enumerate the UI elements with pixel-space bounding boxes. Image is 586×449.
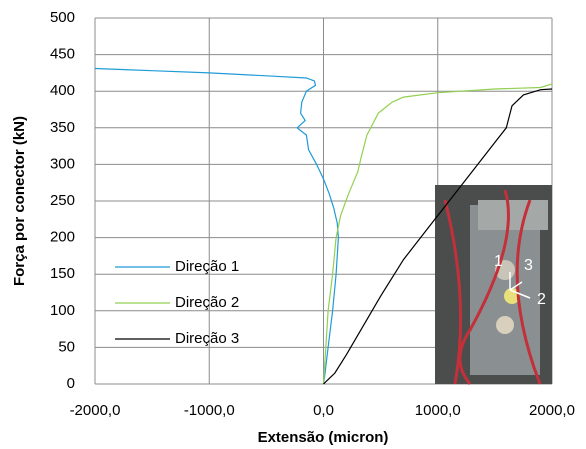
inset-photo xyxy=(435,185,552,385)
inset-label: 2 xyxy=(537,291,546,308)
legend-label: Direção 2 xyxy=(175,294,239,311)
y-axis-title: Força por conector (kN) xyxy=(11,116,28,286)
y-tick-label: 500 xyxy=(50,9,75,26)
x-tick-label: 1000,0 xyxy=(415,402,461,419)
y-tick-label: 0 xyxy=(67,375,75,392)
y-tick-label: 300 xyxy=(50,155,75,172)
x-tick-label: -2000,0 xyxy=(70,402,121,419)
y-tick-label: 100 xyxy=(50,302,75,319)
inset-label: 3 xyxy=(524,257,533,274)
y-tick-label: 150 xyxy=(50,265,75,282)
x-tick-label: 2000,0 xyxy=(529,402,575,419)
y-tick-label: 50 xyxy=(58,338,75,355)
data-line xyxy=(322,83,553,385)
x-tick-label: -1000,0 xyxy=(184,402,235,419)
x-axis-title: Extensão (micron) xyxy=(258,429,389,446)
data-line xyxy=(94,67,340,385)
y-tick-label: 200 xyxy=(50,229,75,246)
y-tick-label: 350 xyxy=(50,119,75,136)
legend-label: Direção 3 xyxy=(175,330,239,347)
grid xyxy=(94,17,553,385)
y-tick-label: 450 xyxy=(50,46,75,63)
x-tick-label: 0,0 xyxy=(313,402,334,419)
legend-label: Direção 1 xyxy=(175,258,239,275)
y-tick-label: 250 xyxy=(50,192,75,209)
data-line xyxy=(323,88,553,385)
inset-label: 1 xyxy=(494,253,503,270)
y-tick-label: 400 xyxy=(50,82,75,99)
